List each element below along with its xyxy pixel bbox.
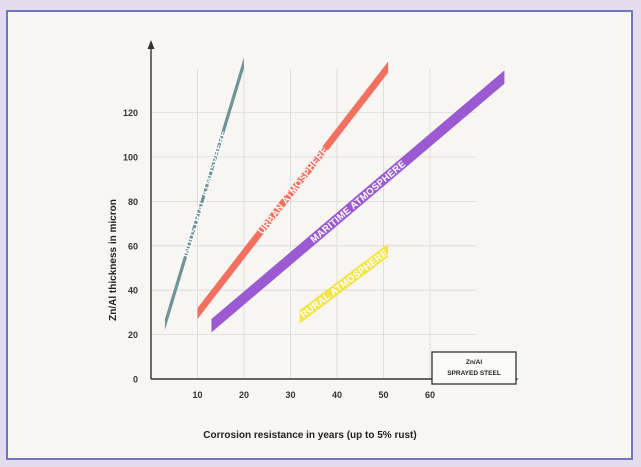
x-tick-label: 20: [239, 390, 249, 400]
atmosphere-bands: INDUSTRIAL ATMOSPHERE URBAN ATMOSPHEREMAR…: [164, 57, 505, 333]
legend-line-1: Zn/Al: [466, 359, 482, 366]
x-tick-label: 60: [425, 390, 435, 400]
maritime-atmosphere-label: MARITIME ATMOSPHERE: [309, 159, 409, 246]
urban-atmosphere-band: [197, 61, 389, 320]
y-tick-label: 40: [128, 286, 138, 296]
x-tick-label: 40: [332, 390, 342, 400]
maritime-atmosphere-band: [211, 70, 505, 333]
rural-atmosphere-label: RURAL ATMOSPHERE: [299, 248, 391, 321]
y-tick-label: 120: [123, 108, 138, 118]
urban-atmosphere-label: URBAN ATMOSPHERE: [256, 145, 331, 237]
y-tick-label: 60: [128, 241, 138, 251]
chart-plot: INDUSTRIAL ATMOSPHERE URBAN ATMOSPHEREMAR…: [108, 40, 519, 441]
x-tick-label: 10: [192, 390, 202, 400]
rural-atmosphere-band: [299, 243, 389, 324]
y-axis-arrowhead: [147, 40, 155, 49]
x-axis-title: Corrosion resistance in years (up to 5% …: [203, 430, 416, 441]
industrial-atmosphere-label: INDUSTRIAL ATMOSPHERE: [181, 129, 230, 259]
y-axis-title: Zn/Al thickness in micron: [108, 199, 119, 321]
y-tick-label: 100: [123, 153, 138, 163]
legend-line-2: SPRAYED STEEL: [447, 370, 501, 377]
x-tick-label: 50: [378, 390, 388, 400]
figure-frame: INDUSTRIAL ATMOSPHERE URBAN ATMOSPHERE MAR…: [6, 10, 633, 460]
y-tick-label: 0: [133, 375, 138, 385]
industrial-atmosphere-band: [164, 57, 244, 331]
grid-lines: [151, 68, 477, 379]
x-tick-label: 30: [285, 390, 295, 400]
legend: Zn/Al SPRAYED STEEL: [431, 351, 517, 385]
y-tick-label: 80: [128, 197, 138, 207]
legend-box: [431, 351, 517, 385]
tick-labels: 10 20 30 40 50 60 0 20 40 60 80 100 120: [123, 108, 435, 400]
y-tick-label: 20: [128, 330, 138, 340]
